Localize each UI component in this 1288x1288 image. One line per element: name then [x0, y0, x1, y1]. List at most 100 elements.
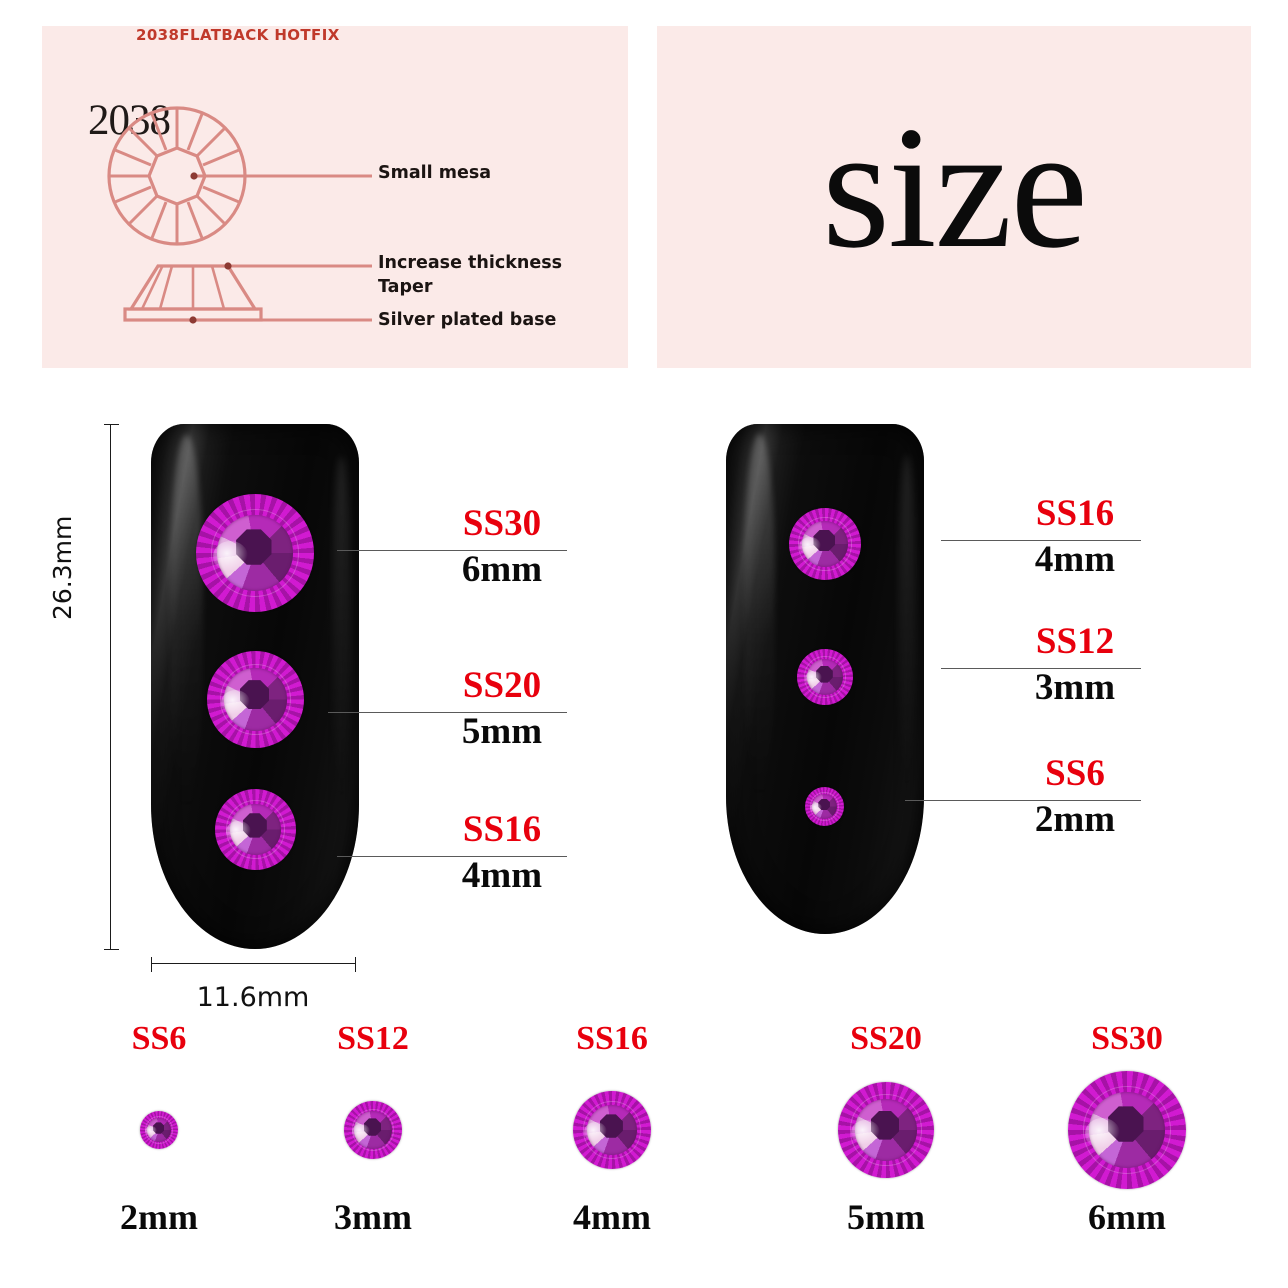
mm-label: 5mm — [461, 711, 543, 752]
stone-ss30-on-nail — [196, 494, 314, 612]
gallery-item-ss16: SS16 4mm — [507, 1022, 717, 1238]
gallery-ss-label: SS20 — [850, 1020, 922, 1057]
measure-ss20: SS20 5mm — [437, 667, 567, 752]
ruler-cap-right — [355, 957, 356, 972]
stone-highlight — [145, 1126, 157, 1137]
height-ruler — [104, 424, 119, 950]
rhinestone-structure-diagram — [107, 106, 372, 324]
leader-dot-small-mesa — [190, 172, 198, 180]
ss-label: SS12 — [1035, 621, 1115, 662]
stone-highlight — [352, 1124, 370, 1140]
gallery-stone-ss20 — [838, 1082, 934, 1178]
stone-girdle — [211, 509, 299, 597]
flatback-info-panel — [42, 26, 628, 368]
callout-taper: Taper — [378, 277, 433, 297]
gallery-stone-ss6 — [140, 1111, 178, 1149]
gallery-item-ss20: SS20 5mm — [781, 1022, 991, 1238]
gallery-ss-label: SS12 — [337, 1020, 409, 1057]
gallery-stone-wrap — [54, 1070, 264, 1190]
leader-line-ss12 — [941, 668, 1141, 669]
ruler-cap-left — [151, 957, 152, 972]
stone-highlight — [799, 536, 821, 556]
stone-highlight — [1084, 1118, 1120, 1149]
size-word-panel — [657, 26, 1251, 368]
leader-line-ss20 — [328, 712, 567, 713]
leader-line-ss16-right — [941, 540, 1141, 541]
leader-line-ss6 — [905, 800, 1141, 801]
mm-label: 6mm — [461, 549, 543, 590]
stone-girdle — [583, 1101, 641, 1159]
ss-label: SS20 — [462, 665, 542, 706]
stone-highlight — [804, 671, 822, 686]
mm-label: 3mm — [1034, 667, 1116, 708]
gallery-stone-ss12 — [344, 1101, 402, 1159]
gallery-stone-ss30 — [1068, 1071, 1186, 1189]
mm-label: 4mm — [1034, 539, 1116, 580]
leader-dot-thickness — [224, 262, 232, 270]
stone-ss16-on-nail-left — [215, 789, 296, 870]
stone-culet — [818, 798, 830, 811]
gallery-stone-wrap — [781, 1070, 991, 1190]
measure-ss16-right: SS16 4mm — [1010, 495, 1140, 580]
stone-girdle — [850, 1094, 922, 1166]
measure-ss16-left: SS16 4mm — [437, 811, 567, 896]
stone-highlight — [220, 689, 250, 716]
measure-ss12: SS12 3mm — [1010, 623, 1140, 708]
callout-increase-thickness: Increase thickness — [378, 253, 563, 273]
stone-girdle — [1083, 1086, 1171, 1174]
gallery-mm-label: 2mm — [120, 1197, 198, 1237]
stone-girdle — [219, 663, 292, 736]
mm-label: 2mm — [1034, 799, 1116, 840]
gallery-item-ss6: SS6 2mm — [54, 1022, 264, 1238]
measure-ss30: SS30 6mm — [437, 505, 567, 590]
ss-label: SS30 — [462, 503, 542, 544]
stone-highlight — [583, 1122, 608, 1143]
measure-ss6: SS6 2mm — [1010, 755, 1140, 840]
ss-label: SS16 — [1035, 493, 1115, 534]
gallery-stone-wrap — [1022, 1070, 1232, 1190]
gallery-ss-label: SS30 — [1091, 1020, 1163, 1057]
width-dimension-label: 11.6mm — [196, 982, 310, 1013]
gallery-stone-wrap — [268, 1070, 478, 1190]
stone-highlight — [810, 802, 823, 813]
gallery-stone-wrap — [507, 1070, 717, 1190]
panel-heading: 2038FLATBACK HOTFIX — [136, 26, 340, 44]
stone-highlight — [226, 821, 251, 843]
stone-girdle — [225, 799, 286, 860]
stone-ss12-on-nail — [797, 649, 853, 705]
ruler-cap-bottom — [104, 949, 119, 950]
ss-label: SS6 — [1045, 753, 1105, 794]
side-view-facet-lines — [140, 265, 226, 310]
width-ruler — [151, 957, 356, 972]
gallery-ss-label: SS6 — [131, 1020, 187, 1057]
height-dimension-label: 26.3mm — [48, 515, 77, 620]
mm-label: 4mm — [461, 855, 543, 896]
leader-line-ss16-left — [337, 856, 567, 857]
stone-girdle — [804, 656, 846, 698]
gallery-mm-label: 4mm — [573, 1197, 651, 1237]
callout-silver-plated-base: Silver plated base — [378, 310, 557, 330]
size-heading: size — [821, 89, 1088, 284]
size-comparison-gallery: SS6 2mm SS12 3mm SS16 — [0, 1022, 1288, 1288]
gallery-item-ss30: SS30 6mm — [1022, 1022, 1232, 1238]
stone-girdle — [351, 1108, 395, 1152]
leader-dot-base — [189, 316, 197, 324]
stone-ss6-on-nail — [805, 787, 844, 826]
gallery-mm-label: 6mm — [1088, 1197, 1166, 1237]
gallery-item-ss12: SS12 3mm — [268, 1022, 478, 1238]
gallery-mm-label: 3mm — [334, 1197, 412, 1237]
stone-culet — [152, 1122, 165, 1134]
gallery-mm-label: 5mm — [847, 1197, 925, 1237]
stone-highlight — [851, 1120, 881, 1146]
ruler-cap-top — [104, 424, 119, 425]
gallery-stone-ss16 — [573, 1091, 651, 1169]
stone-girdle — [798, 517, 852, 571]
gallery-ss-label: SS16 — [576, 1020, 648, 1057]
callout-small-mesa: Small mesa — [378, 163, 492, 183]
ss-label: SS16 — [462, 809, 542, 850]
stone-ss20-on-nail — [207, 651, 304, 748]
stone-ss16-on-nail-right — [789, 508, 861, 580]
stone-highlight — [212, 541, 248, 572]
model-number: 2038 — [88, 97, 171, 144]
leader-line-ss30 — [337, 550, 567, 551]
